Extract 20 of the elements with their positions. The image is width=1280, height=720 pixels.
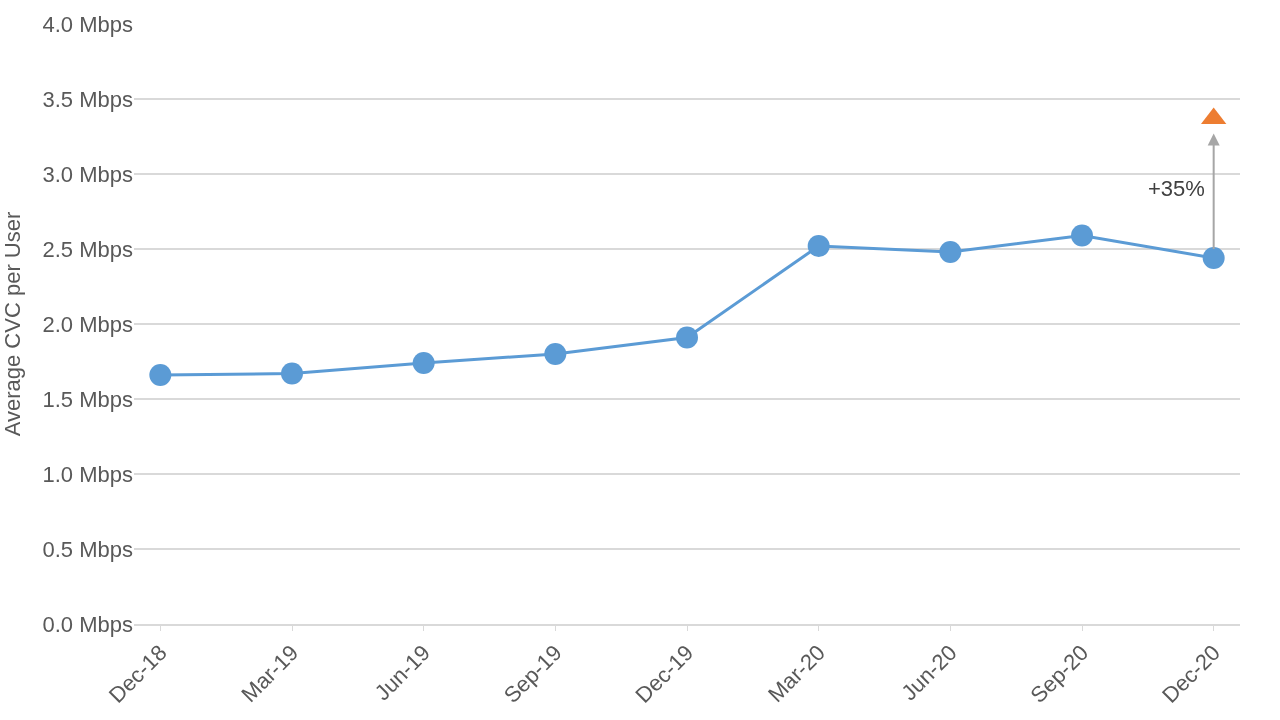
- y-tick-label: 4.0 Mbps: [42, 11, 133, 37]
- y-tick-label: 2.5 Mbps: [42, 236, 133, 262]
- point: [939, 241, 962, 263]
- y-tick-label: 3.5 Mbps: [42, 86, 133, 112]
- point: [1202, 247, 1225, 269]
- point: [544, 343, 567, 365]
- y-tick-label: 0.5 Mbps: [42, 536, 133, 562]
- y-axis-title: Average CVC per User: [0, 211, 26, 437]
- point: [149, 364, 172, 386]
- point: [281, 362, 303, 385]
- y-tick-label: 3.0 Mbps: [42, 161, 133, 187]
- point: [676, 326, 698, 349]
- point: [1071, 224, 1093, 247]
- point: [412, 352, 435, 374]
- y-tick-label: 1.5 Mbps: [42, 386, 133, 412]
- annotation: +35%: [1148, 176, 1205, 201]
- y-tick-label: 0.0 Mbps: [42, 611, 133, 637]
- point: [807, 235, 830, 257]
- y-tick-label: 1.0 Mbps: [42, 461, 133, 487]
- y-tick-label: 2.0 Mbps: [42, 311, 133, 337]
